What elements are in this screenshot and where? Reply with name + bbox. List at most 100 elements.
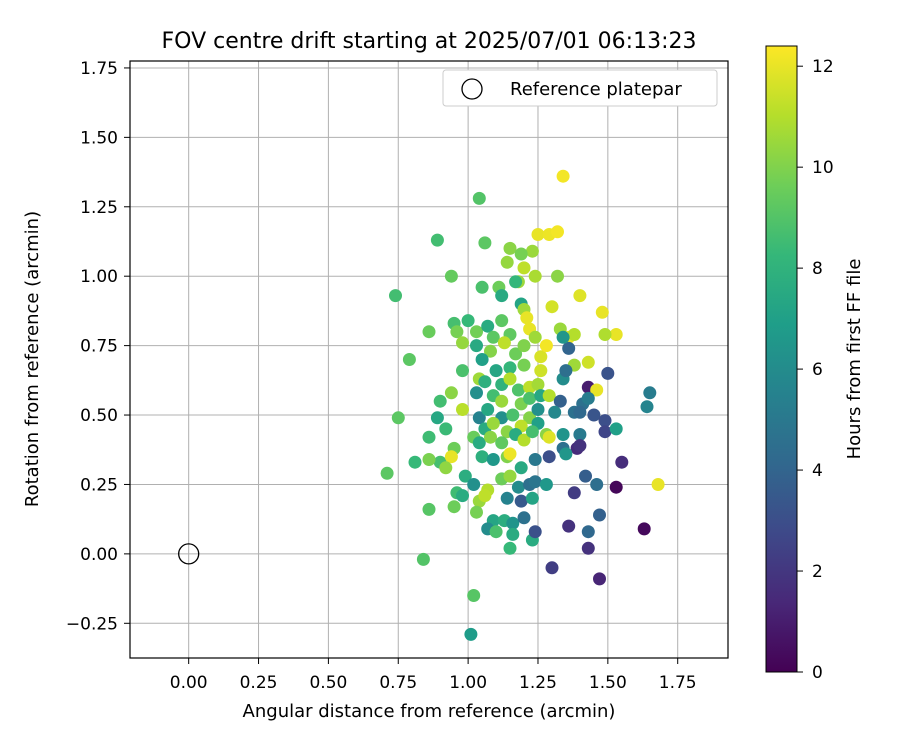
data-point	[456, 489, 469, 503]
colorbar-tick-label: 0	[812, 663, 823, 683]
data-point	[573, 289, 587, 303]
legend-box	[442, 69, 718, 107]
data-point	[511, 383, 525, 397]
data-point	[503, 541, 517, 555]
data-point	[556, 330, 570, 344]
colorbar-ticks: 0 2 4 6 8 10 12	[797, 57, 834, 683]
data-point	[525, 244, 539, 258]
data-point	[495, 289, 509, 303]
data-point	[651, 478, 665, 491]
data-point	[615, 455, 629, 469]
data-point	[514, 494, 528, 508]
data-point	[408, 455, 422, 469]
data-point	[484, 430, 497, 444]
y-tick-label: −0.25	[66, 614, 118, 634]
data-point	[609, 422, 623, 436]
data-point	[545, 300, 559, 314]
data-point	[489, 364, 503, 378]
data-point	[573, 439, 587, 453]
data-point	[609, 480, 623, 494]
x-tick-label: 0.25	[240, 673, 278, 693]
y-tick-label: 1.25	[80, 198, 118, 218]
data-point	[422, 325, 436, 339]
data-point	[506, 516, 520, 530]
data-point	[520, 311, 534, 325]
scatter-points	[380, 169, 665, 641]
data-point	[484, 344, 497, 358]
data-point	[551, 225, 564, 239]
data-point	[531, 403, 545, 416]
data-point	[593, 508, 606, 522]
data-point	[470, 505, 483, 519]
x-tick-label: 1.50	[589, 673, 627, 693]
data-point	[556, 428, 570, 441]
data-point	[556, 169, 570, 183]
reference-platepar-marker	[178, 543, 200, 565]
data-point	[444, 386, 458, 400]
data-point	[562, 519, 576, 533]
y-axis-label: Rotation from reference (arcmin)	[22, 211, 43, 507]
data-point	[497, 336, 511, 350]
data-point	[598, 414, 612, 428]
data-point	[503, 447, 517, 461]
data-point	[525, 491, 539, 505]
data-point	[637, 522, 651, 536]
data-point	[422, 453, 436, 466]
data-point	[545, 561, 559, 575]
chart-title: FOV centre drift starting at 2025/07/01 …	[162, 29, 697, 54]
legend-marker-reference	[461, 78, 483, 100]
x-axis-label: Angular distance from reference (arcmin)	[243, 701, 616, 722]
data-point	[470, 386, 483, 400]
y-tick-label: 1.50	[80, 128, 118, 148]
data-point	[486, 453, 500, 466]
data-point	[450, 325, 464, 339]
data-point	[531, 378, 545, 391]
data-point	[525, 425, 539, 439]
data-point	[464, 627, 478, 641]
data-point	[528, 475, 542, 489]
data-point	[567, 486, 581, 500]
x-tick-label: 0.75	[379, 673, 417, 693]
y-tick-label: 0.00	[80, 545, 118, 565]
data-point	[531, 228, 545, 241]
x-tick-label: 0.00	[170, 673, 208, 693]
data-point	[456, 336, 469, 350]
colorbar-tick-label: 6	[812, 360, 823, 380]
y-axis: −0.25 0.00 0.25 0.50 0.75 1.00 1.25 1.50 1.75	[66, 59, 130, 634]
data-point	[534, 364, 548, 378]
data-point	[467, 589, 481, 602]
data-point	[528, 330, 542, 344]
data-point	[509, 347, 523, 361]
data-point	[559, 447, 573, 461]
data-point	[472, 191, 486, 205]
data-point	[590, 478, 604, 491]
data-point	[495, 314, 509, 328]
data-point	[598, 425, 612, 439]
data-point	[590, 383, 604, 397]
data-point	[503, 469, 517, 483]
data-point	[478, 236, 492, 250]
data-point	[517, 261, 531, 275]
data-point	[475, 450, 489, 464]
data-point	[517, 339, 531, 353]
data-point	[489, 525, 503, 539]
data-point	[389, 289, 402, 303]
data-point	[581, 525, 595, 539]
data-point	[551, 269, 564, 283]
data-point	[470, 339, 483, 353]
data-point	[601, 366, 615, 380]
data-point	[573, 405, 587, 419]
data-point	[444, 269, 458, 283]
data-point	[472, 436, 486, 450]
data-point	[380, 466, 394, 480]
data-point	[534, 350, 548, 364]
data-point	[528, 453, 542, 466]
data-point	[475, 353, 489, 366]
y-tick-label: 0.50	[80, 406, 118, 426]
data-point	[528, 525, 542, 539]
data-point	[539, 339, 553, 353]
data-point	[581, 355, 595, 369]
colorbar-label: Hours from first FF file	[844, 259, 865, 460]
data-point	[500, 491, 514, 505]
